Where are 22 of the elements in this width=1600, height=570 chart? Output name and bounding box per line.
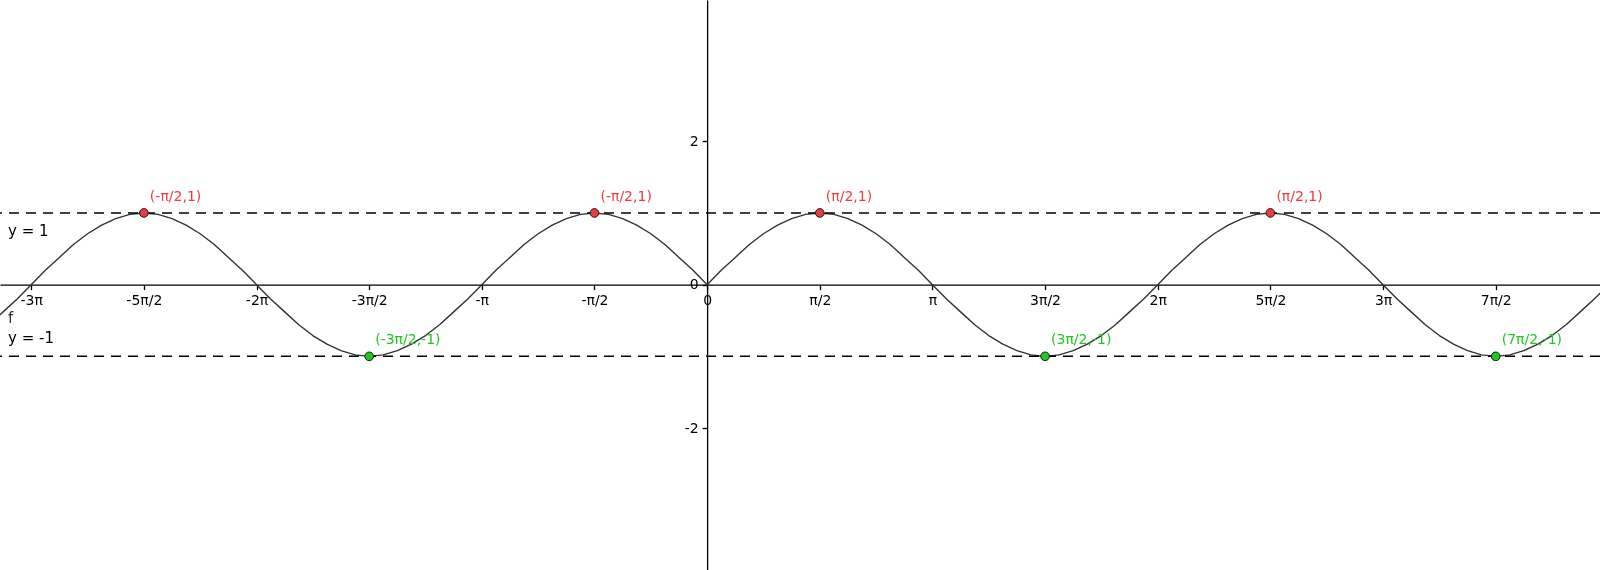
y-tick-label: -2 (684, 419, 699, 436)
ref-line-label: y = 1 (8, 221, 49, 240)
annotation: (-π/2,1) (149, 187, 202, 204)
annotation: (π/2,1) (825, 187, 873, 204)
x-tick-label: -3π (20, 292, 44, 309)
x-tick-label: -3π/2 (351, 292, 388, 309)
ref-line-label: y = -1 (8, 329, 54, 348)
x-tick-label: 5π/2 (1255, 292, 1287, 309)
x-tick-label: -5π/2 (126, 292, 163, 309)
x-tick-label: -2π (245, 292, 269, 309)
x-tick-label: π (928, 292, 938, 309)
x-tick-label: 2π (1149, 292, 1168, 309)
y-tick-label: 2 (689, 132, 699, 149)
x-tick-label: 3π/2 (1030, 292, 1062, 309)
series-label: f (8, 308, 14, 327)
x-tick-label: -π (475, 292, 490, 309)
x-tick-label: π/2 (809, 292, 832, 309)
x-tick-label: -π/2 (581, 292, 609, 309)
annotation: (π/2,1) (1276, 187, 1323, 204)
x-tick-label: 7π/2 (1480, 292, 1512, 309)
annotation: (-π/2,1) (600, 187, 652, 204)
x-tick-label: 3π (1374, 292, 1393, 309)
